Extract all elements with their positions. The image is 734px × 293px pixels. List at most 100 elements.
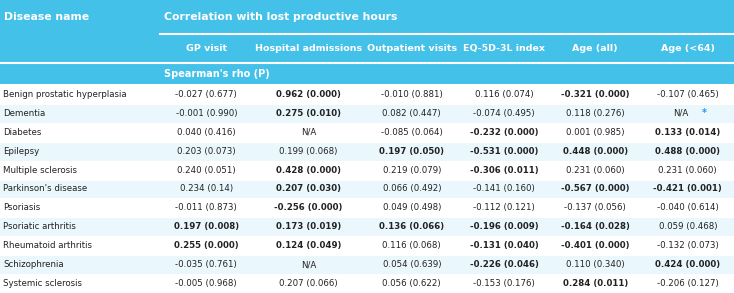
Text: 0.118 (0.276): 0.118 (0.276) — [566, 109, 625, 118]
Text: Benign prostatic hyperplasia: Benign prostatic hyperplasia — [3, 90, 126, 99]
Text: -0.005 (0.968): -0.005 (0.968) — [175, 279, 237, 288]
Text: -0.074 (0.495): -0.074 (0.495) — [473, 109, 535, 118]
Text: Schizophrenia: Schizophrenia — [3, 260, 64, 269]
Text: 0.207 (0.030): 0.207 (0.030) — [276, 185, 341, 193]
Text: 0.231 (0.060): 0.231 (0.060) — [566, 166, 625, 175]
Text: 0.116 (0.068): 0.116 (0.068) — [382, 241, 441, 250]
Text: 0.488 (0.000): 0.488 (0.000) — [655, 147, 720, 156]
Text: Diabetes: Diabetes — [3, 128, 41, 137]
Text: Multiple sclerosis: Multiple sclerosis — [3, 166, 77, 175]
Text: N/A: N/A — [301, 260, 316, 269]
Text: N/A: N/A — [301, 128, 316, 137]
Text: -0.027 (0.677): -0.027 (0.677) — [175, 90, 237, 99]
Text: 0.066 (0.492): 0.066 (0.492) — [382, 185, 441, 193]
Text: -0.206 (0.127): -0.206 (0.127) — [657, 279, 719, 288]
Text: 0.173 (0.019): 0.173 (0.019) — [276, 222, 341, 231]
Text: 0.255 (0.000): 0.255 (0.000) — [174, 241, 239, 250]
Bar — [0, 274, 734, 293]
Bar — [0, 34, 734, 63]
Text: 0.448 (0.000): 0.448 (0.000) — [563, 147, 628, 156]
Text: -0.001 (0.990): -0.001 (0.990) — [175, 109, 237, 118]
Text: 0.059 (0.468): 0.059 (0.468) — [658, 222, 717, 231]
Text: Outpatient visits: Outpatient visits — [367, 44, 457, 53]
Text: 0.428 (0.000): 0.428 (0.000) — [276, 166, 341, 175]
Text: 0.219 (0.079): 0.219 (0.079) — [382, 166, 441, 175]
Text: Parkinson's disease: Parkinson's disease — [3, 185, 87, 193]
Text: -0.141 (0.160): -0.141 (0.160) — [473, 185, 535, 193]
Text: 0.082 (0.447): 0.082 (0.447) — [382, 109, 441, 118]
Text: 0.197 (0.050): 0.197 (0.050) — [379, 147, 444, 156]
Text: -0.112 (0.121): -0.112 (0.121) — [473, 203, 535, 212]
Text: 0.054 (0.639): 0.054 (0.639) — [382, 260, 441, 269]
Bar — [0, 161, 734, 180]
Text: -0.531 (0.000): -0.531 (0.000) — [470, 147, 539, 156]
Text: Correlation with lost productive hours: Correlation with lost productive hours — [164, 12, 398, 22]
Bar — [0, 142, 734, 161]
Text: -0.256 (0.000): -0.256 (0.000) — [274, 203, 343, 212]
Text: -0.164 (0.028): -0.164 (0.028) — [561, 222, 630, 231]
Text: -0.306 (0.011): -0.306 (0.011) — [470, 166, 539, 175]
Text: 0.284 (0.011): 0.284 (0.011) — [563, 279, 628, 288]
Bar — [0, 180, 734, 198]
Text: -0.010 (0.881): -0.010 (0.881) — [381, 90, 443, 99]
Text: *: * — [702, 108, 706, 118]
Bar — [0, 104, 734, 123]
Bar — [0, 123, 734, 142]
Text: 0.133 (0.014): 0.133 (0.014) — [655, 128, 720, 137]
Text: -0.196 (0.009): -0.196 (0.009) — [470, 222, 539, 231]
Text: Hospital admissions: Hospital admissions — [255, 44, 362, 53]
Text: 0.049 (0.498): 0.049 (0.498) — [382, 203, 441, 212]
Text: 0.116 (0.074): 0.116 (0.074) — [475, 90, 534, 99]
Bar — [0, 198, 734, 217]
Text: 0.124 (0.049): 0.124 (0.049) — [275, 241, 341, 250]
Bar — [0, 0, 734, 34]
Text: -0.567 (0.000): -0.567 (0.000) — [561, 185, 630, 193]
Text: -0.137 (0.056): -0.137 (0.056) — [564, 203, 626, 212]
Text: 0.110 (0.340): 0.110 (0.340) — [566, 260, 625, 269]
Text: Spearman's rho (P): Spearman's rho (P) — [164, 69, 270, 79]
Text: Age (<64): Age (<64) — [661, 44, 715, 53]
Text: Epilepsy: Epilepsy — [3, 147, 39, 156]
Text: 0.240 (0.051): 0.240 (0.051) — [177, 166, 236, 175]
Text: -0.107 (0.465): -0.107 (0.465) — [657, 90, 719, 99]
Text: -0.011 (0.873): -0.011 (0.873) — [175, 203, 237, 212]
Text: 0.199 (0.068): 0.199 (0.068) — [279, 147, 338, 156]
Bar — [0, 217, 734, 236]
Text: Age (all): Age (all) — [573, 44, 618, 53]
Text: 0.424 (0.000): 0.424 (0.000) — [655, 260, 720, 269]
Bar — [0, 255, 734, 274]
Bar — [0, 85, 734, 104]
Text: Dementia: Dementia — [3, 109, 46, 118]
Text: 0.203 (0.073): 0.203 (0.073) — [177, 147, 236, 156]
Text: 0.962 (0.000): 0.962 (0.000) — [276, 90, 341, 99]
Text: EQ-5D-3L index: EQ-5D-3L index — [463, 44, 545, 53]
Text: -0.401 (0.000): -0.401 (0.000) — [561, 241, 630, 250]
Text: 0.207 (0.066): 0.207 (0.066) — [279, 279, 338, 288]
Text: -0.226 (0.046): -0.226 (0.046) — [470, 260, 539, 269]
Text: -0.153 (0.176): -0.153 (0.176) — [473, 279, 535, 288]
Text: 0.197 (0.008): 0.197 (0.008) — [174, 222, 239, 231]
Text: 0.275 (0.010): 0.275 (0.010) — [276, 109, 341, 118]
Text: -0.232 (0.000): -0.232 (0.000) — [470, 128, 539, 137]
Text: -0.040 (0.614): -0.040 (0.614) — [657, 203, 719, 212]
Text: -0.421 (0.001): -0.421 (0.001) — [653, 185, 722, 193]
Text: Psoriatic arthritis: Psoriatic arthritis — [3, 222, 76, 231]
Bar — [0, 236, 734, 255]
Text: Systemic sclerosis: Systemic sclerosis — [3, 279, 82, 288]
Text: Psoriasis: Psoriasis — [3, 203, 40, 212]
Text: -0.035 (0.761): -0.035 (0.761) — [175, 260, 237, 269]
Text: -0.131 (0.040): -0.131 (0.040) — [470, 241, 539, 250]
Text: 0.056 (0.622): 0.056 (0.622) — [382, 279, 441, 288]
Text: Disease name: Disease name — [4, 12, 90, 22]
Text: 0.234 (0.14): 0.234 (0.14) — [180, 185, 233, 193]
Text: 0.231 (0.060): 0.231 (0.060) — [658, 166, 717, 175]
Text: 0.136 (0.066): 0.136 (0.066) — [379, 222, 444, 231]
Text: Rheumatoid arthritis: Rheumatoid arthritis — [3, 241, 92, 250]
Text: 0.040 (0.416): 0.040 (0.416) — [177, 128, 236, 137]
Bar — [0, 63, 734, 85]
Text: 0.001 (0.985): 0.001 (0.985) — [566, 128, 625, 137]
Text: N/A: N/A — [673, 109, 688, 118]
Text: -0.132 (0.073): -0.132 (0.073) — [657, 241, 719, 250]
Text: -0.321 (0.000): -0.321 (0.000) — [561, 90, 630, 99]
Text: -0.085 (0.064): -0.085 (0.064) — [381, 128, 443, 137]
